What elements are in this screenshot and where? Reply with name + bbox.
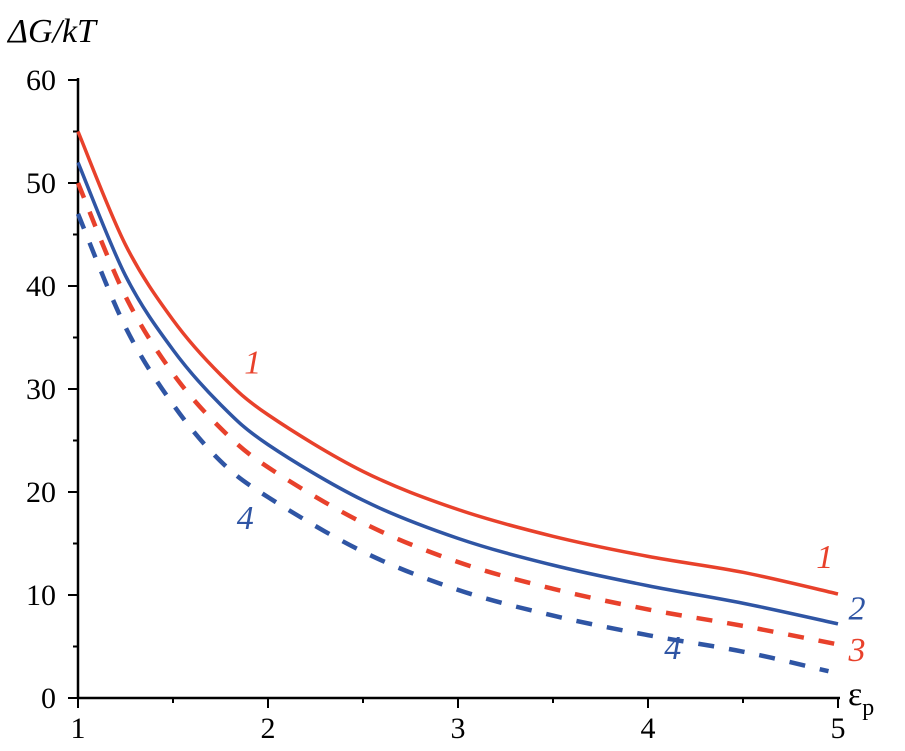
- y-tick-label: 10: [26, 579, 56, 612]
- curve-label-3: 3: [848, 632, 866, 669]
- x-tick-label: 4: [641, 712, 656, 745]
- y-axis-title: ΔG/kT: [6, 13, 98, 50]
- y-tick-label: 40: [26, 270, 56, 303]
- curve-label-4: 4: [664, 630, 681, 667]
- curve-label-1: 1: [244, 345, 261, 382]
- curves: [75, 130, 839, 674]
- x-tick-label: 1: [71, 712, 86, 745]
- x-axis-title-sub: p: [862, 695, 874, 721]
- curve-label-2: 2: [849, 591, 866, 628]
- curve-3: [75, 182, 839, 647]
- x-tick-label: 2: [261, 712, 276, 745]
- x-axis-title-main: ε: [848, 676, 862, 713]
- x-tick-label: 3: [451, 712, 466, 745]
- y-tick-label: 30: [26, 373, 56, 406]
- x-tick-label: 5: [831, 712, 846, 745]
- curve-4: [75, 213, 830, 674]
- curve-2: [76, 161, 839, 626]
- y-tick-label: 60: [26, 64, 56, 97]
- ticks: 0 10 20 30 40 50 60 1 2 3 4 5: [26, 64, 846, 745]
- x-axis-title: εp: [848, 676, 874, 721]
- y-tick-label: 50: [26, 167, 56, 200]
- y-tick-label: 0: [41, 682, 56, 715]
- curve-label-1: 1: [816, 539, 833, 576]
- y-tick-label: 20: [26, 476, 56, 509]
- axes: [76, 78, 840, 700]
- curve-label-4: 4: [237, 500, 254, 537]
- curve-1: [76, 130, 839, 596]
